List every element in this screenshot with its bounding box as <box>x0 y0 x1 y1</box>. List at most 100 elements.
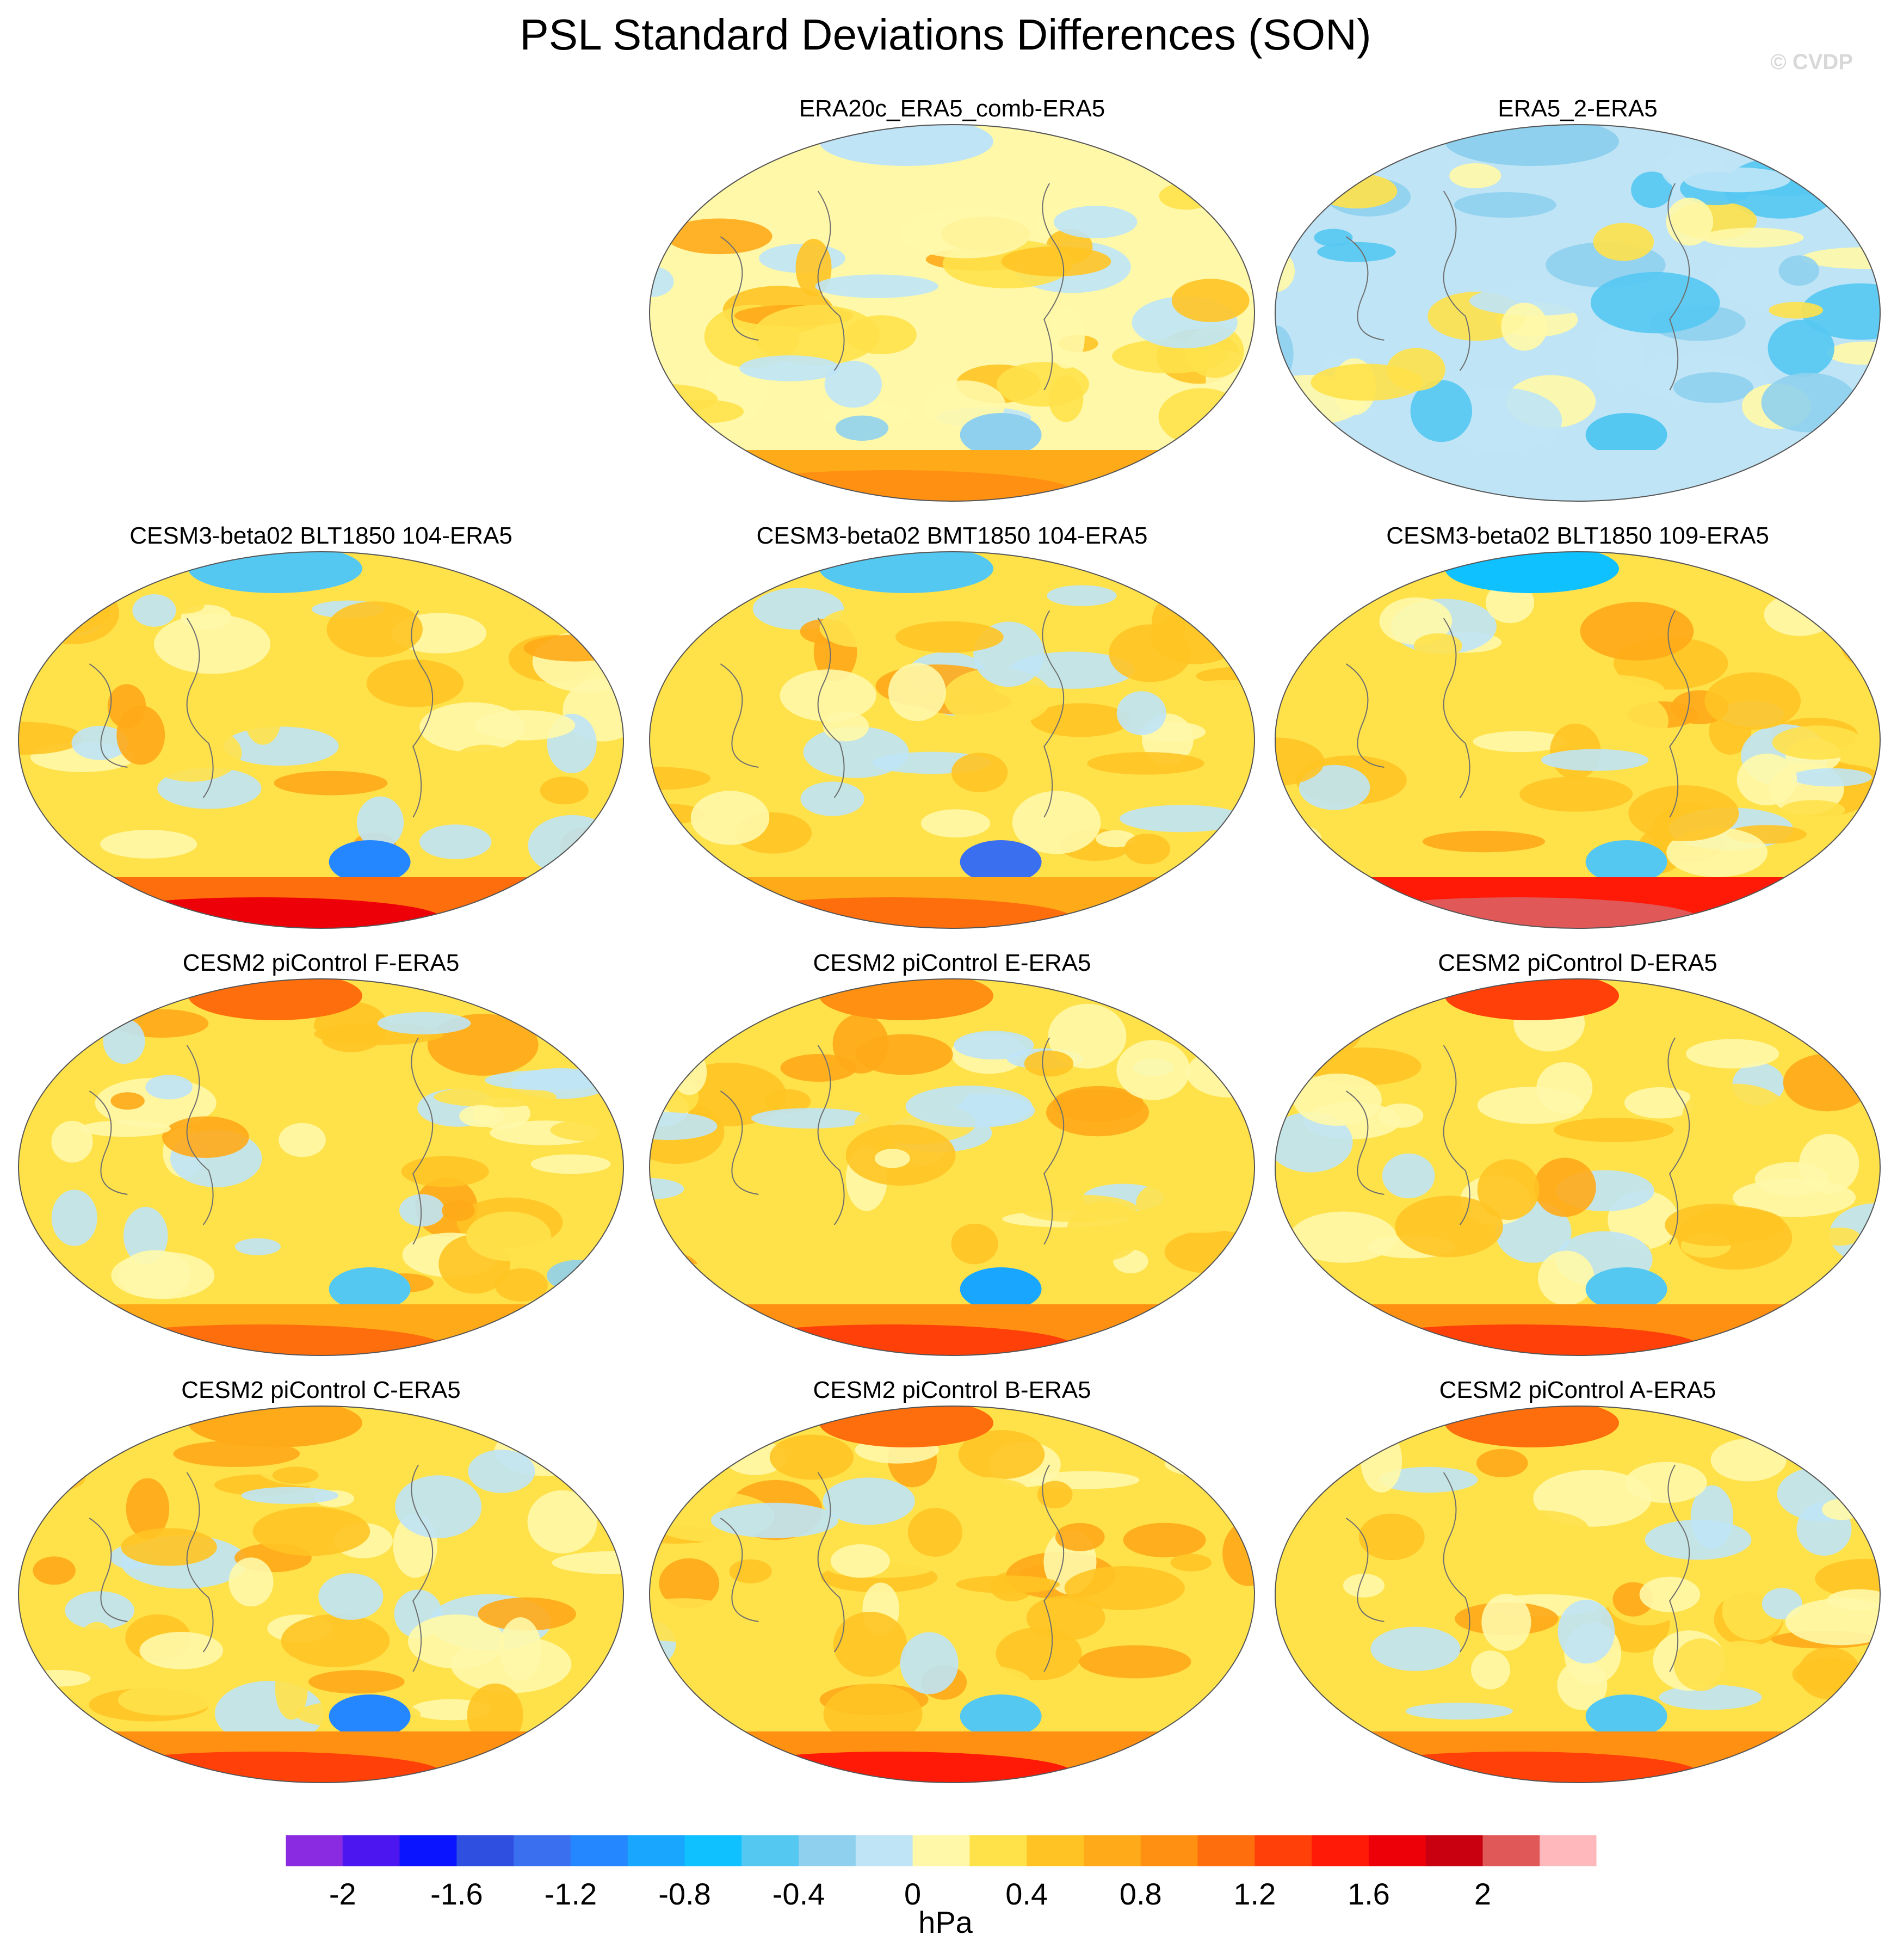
coastline <box>720 1464 1065 1672</box>
field-blob <box>401 1156 489 1187</box>
field-blob <box>154 614 271 674</box>
field-blob <box>656 1254 700 1292</box>
field-blob <box>769 1434 854 1480</box>
field-blob <box>886 1243 965 1267</box>
field-blob <box>1048 1003 1127 1069</box>
colorbar-units-label: hPa <box>918 1905 973 1939</box>
field-blob <box>287 1025 323 1069</box>
field-blob <box>103 1019 145 1064</box>
field-blob <box>1761 373 1857 433</box>
field-blob <box>1387 348 1445 391</box>
field-blob <box>1158 388 1245 446</box>
field-blob <box>1361 1428 1402 1493</box>
colorbar-swatch <box>1197 1835 1255 1866</box>
field-blob <box>1048 306 1085 369</box>
map-outline <box>649 551 1255 929</box>
field-blob <box>713 670 757 730</box>
colorbar-swatch <box>399 1835 457 1866</box>
field-blob <box>1317 174 1398 209</box>
colorbar-swatch <box>570 1835 628 1866</box>
field-blob <box>308 1670 405 1694</box>
field-blob <box>540 776 589 805</box>
field-blob <box>1591 693 1668 749</box>
field-blob <box>1595 1037 1725 1071</box>
panel-title: CESM3-beta02 BMT1850 104-ERA5 <box>756 522 1148 549</box>
field-blob <box>650 158 721 188</box>
field-blob <box>671 1049 707 1095</box>
field-blob <box>252 1507 370 1556</box>
panel-title: CESM3-beta02 BLT1850 104-ERA5 <box>129 522 512 549</box>
colorbar-swatch <box>627 1835 685 1866</box>
panel-title: CESM2 piControl F-ERA5 <box>182 950 460 976</box>
field-blob <box>823 1477 915 1525</box>
field-blob <box>1538 1250 1595 1306</box>
field-blob <box>1477 1159 1540 1221</box>
field-blob <box>1275 393 1293 436</box>
map-panel: CESM3-beta02 BMT1850 104-ERA5 <box>642 522 1262 950</box>
field-blob <box>668 399 744 423</box>
field-blob <box>1473 731 1567 753</box>
field-blob <box>442 744 527 809</box>
field-blob <box>229 828 325 876</box>
field-blob <box>1783 1053 1871 1112</box>
panel-title: CESM2 piControl D-ERA5 <box>1438 950 1717 976</box>
field-blob <box>870 599 977 624</box>
field-blob <box>1575 660 1618 698</box>
field-blob <box>951 753 1008 792</box>
coastline <box>1345 1464 1690 1672</box>
colorbar-swatch <box>1140 1835 1198 1866</box>
field-blob <box>1736 753 1797 806</box>
map-panel: CESM2 piControl C-ERA5 <box>11 1377 631 1804</box>
field-blob <box>245 695 281 745</box>
robinson-map <box>1275 978 1881 1356</box>
field-blob <box>132 594 176 627</box>
field-blob <box>1827 341 1880 365</box>
field-blob <box>1533 1470 1652 1527</box>
colorbar-swatch <box>1368 1835 1426 1866</box>
field-blob <box>1486 1510 1590 1549</box>
field-blob <box>1290 1211 1397 1263</box>
field-blob <box>162 1116 249 1158</box>
map-panel: CESM2 piControl F-ERA5 <box>11 950 631 1377</box>
field-blob <box>1645 1519 1752 1560</box>
robinson-map <box>1275 551 1881 929</box>
field-blob <box>441 1200 475 1222</box>
southern-ocean-low <box>1585 413 1667 457</box>
map-outline <box>649 978 1255 1356</box>
field-blob <box>100 829 197 859</box>
field-blob <box>751 1108 870 1129</box>
field-blob <box>407 1614 505 1669</box>
field-blob <box>650 1264 742 1300</box>
field-blob <box>51 1120 93 1163</box>
field-blob <box>1293 1073 1382 1126</box>
field-blob <box>1819 1227 1861 1246</box>
field-blob <box>137 673 249 697</box>
field-blob <box>1777 1466 1869 1522</box>
southern-ocean-low <box>1585 840 1667 884</box>
field-blob <box>1087 752 1204 775</box>
field-blob <box>1501 303 1548 351</box>
field-blob <box>951 1223 998 1265</box>
field-blob <box>27 582 119 644</box>
field-blob <box>1164 1230 1255 1274</box>
field-blob <box>318 1573 384 1620</box>
field-blob <box>833 1611 907 1677</box>
field-blob <box>729 1559 772 1583</box>
field-blob <box>1791 768 1872 787</box>
southern-ocean-low <box>960 1694 1042 1738</box>
field-blob <box>139 1631 224 1669</box>
field-blob <box>1592 327 1645 385</box>
field-blob <box>855 1034 953 1075</box>
field-blob <box>45 1464 86 1490</box>
field-blob <box>366 659 464 707</box>
colorbar-swatch <box>1255 1835 1312 1866</box>
field-blob <box>1170 1554 1212 1571</box>
field-blob <box>485 1070 613 1090</box>
field-blob <box>1689 1067 1729 1117</box>
field-blob <box>1275 1112 1353 1173</box>
field-blob <box>1801 247 1880 269</box>
southern-ocean-low <box>329 840 411 884</box>
colorbar-swatch <box>684 1835 742 1866</box>
field-blob <box>132 1158 177 1188</box>
panel-title: ERA5_2-ERA5 <box>1498 95 1658 122</box>
